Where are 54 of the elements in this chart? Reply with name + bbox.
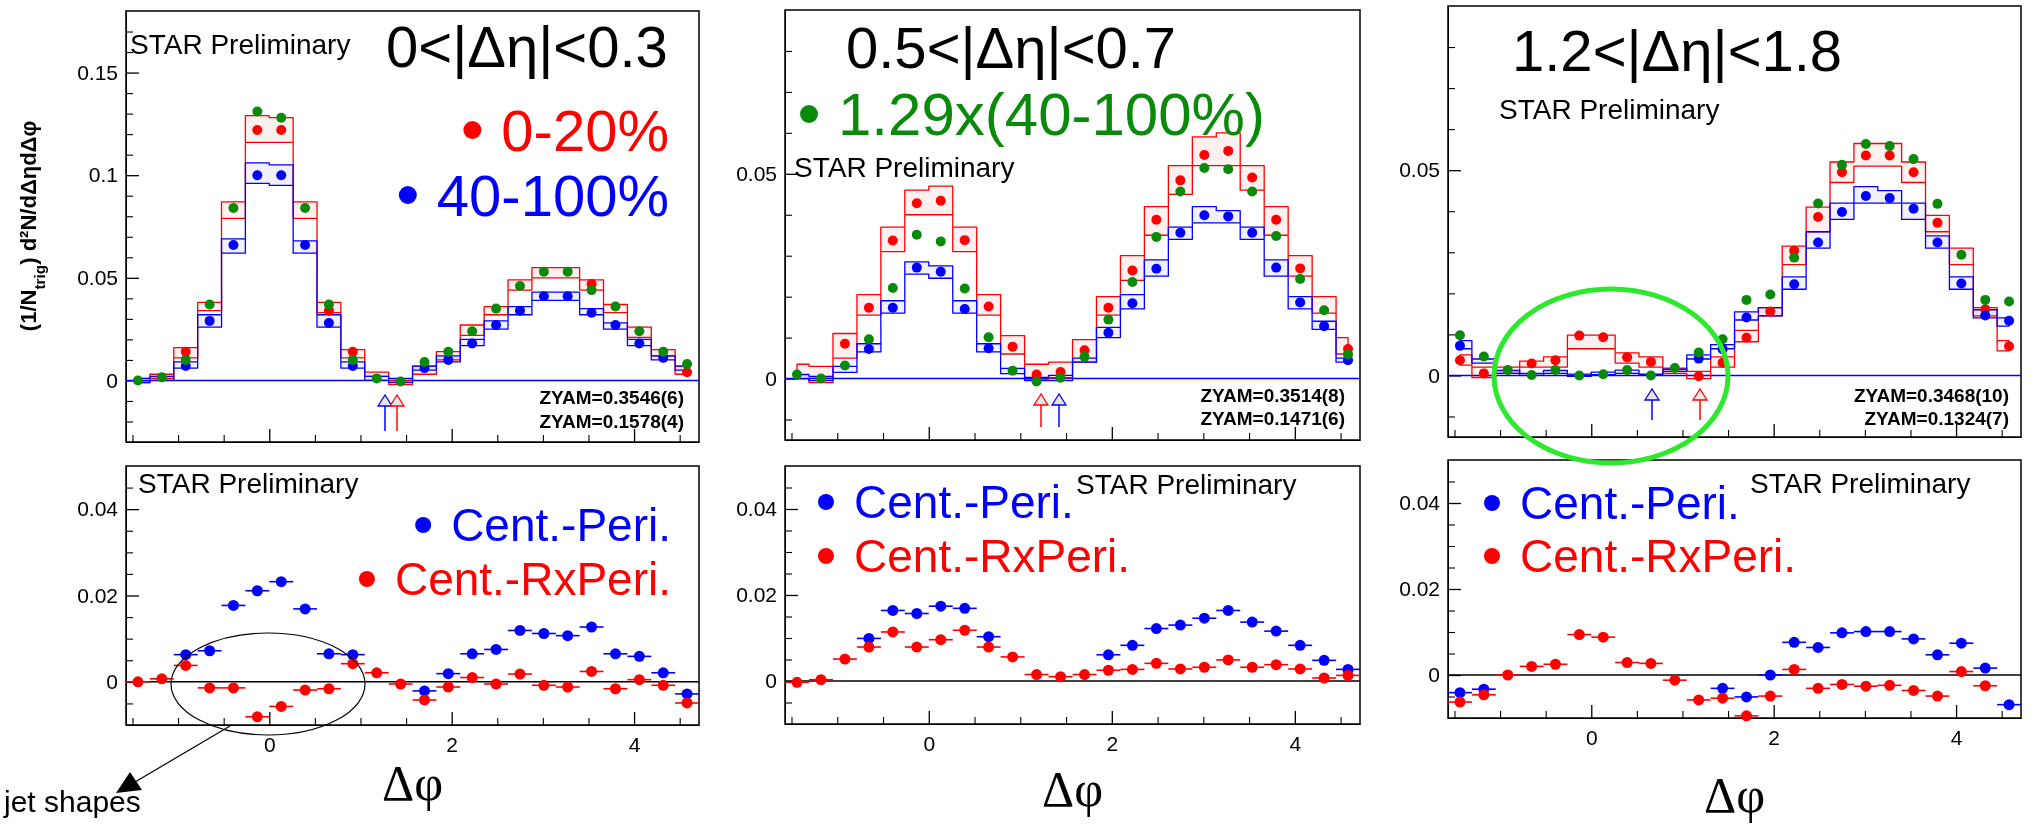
x-tick-label: 0 [1585, 725, 1598, 749]
annotation: ZYAM=0.1324(7) [1864, 408, 2009, 429]
annotation: STAR Preliminary [794, 152, 1015, 183]
text: jet shapes [3, 785, 141, 818]
legend-label: Cent.-RxPeri. [854, 530, 1131, 582]
x-axis-title: Δφ [381, 755, 444, 811]
x-tick-label: 4 [1950, 725, 1963, 749]
annotation: STAR Preliminary [1750, 468, 1971, 499]
annotation: ZYAM=0.1578(4) [539, 411, 684, 432]
y-tick-label: 0.05 [77, 266, 118, 290]
annotation: STAR Preliminary [130, 29, 351, 60]
chart-title: 1.2<|Δη|<1.8 [1512, 18, 1843, 83]
x-tick-label: 4 [628, 732, 641, 756]
annotation: ZYAM=0.3468(10) [1853, 385, 2009, 406]
y-tick-label: 0 [765, 366, 777, 390]
y-tick-label: 0.05 [736, 162, 777, 186]
y-tick-label: 0.04 [1399, 491, 1441, 515]
y-tick-label: 0 [765, 669, 777, 693]
x-tick-label: 2 [1106, 731, 1119, 755]
legend-label: Cent.-RxPeri. [394, 553, 671, 605]
y-tick-label: 0 [1428, 363, 1440, 387]
legend-label: Cent.-RxPeri. [1520, 530, 1797, 582]
legend-label: 40-100% [436, 162, 669, 228]
annotation: STAR Preliminary [1076, 469, 1297, 500]
y-tick-label: 0.02 [1399, 577, 1440, 601]
x-tick-label: 2 [1768, 725, 1781, 749]
x-tick-label: 0 [263, 732, 276, 756]
y-tick-label: 0 [106, 670, 118, 694]
y-tick-label: 0 [106, 368, 118, 392]
y-tick-label: 0.02 [77, 583, 118, 607]
x-tick-label: 2 [446, 732, 459, 756]
y-tick-label: 0 [1428, 663, 1440, 687]
annotation: STAR Preliminary [1499, 94, 1720, 125]
x-tick-label: 0 [923, 731, 936, 755]
y-tick-label: 0.04 [736, 497, 778, 521]
y-tick-label: 0.02 [736, 583, 777, 607]
legend-label: Cent.-Peri. [854, 476, 1074, 528]
x-axis-title: Δφ [1041, 761, 1104, 817]
x-tick-label: 4 [1289, 731, 1302, 755]
annotation: STAR Preliminary [138, 468, 359, 499]
y-tick-label: 0.05 [1399, 158, 1440, 182]
y-tick-label: 0.15 [77, 60, 118, 84]
annotation: ZYAM=0.3546(6) [539, 387, 684, 408]
chart-title: 0.5<|Δη|<0.7 [846, 15, 1177, 80]
annotation: ZYAM=0.3514(8) [1200, 385, 1345, 406]
legend-label: 1.29x(40-100%) [838, 80, 1265, 148]
annotation: ZYAM=0.1471(6) [1200, 408, 1345, 429]
chart-title: 0<|Δη|<0.3 [386, 14, 668, 79]
x-axis-title: Δφ [1703, 767, 1766, 823]
legend-label: 0-20% [501, 97, 669, 163]
y-tick-label: 0.04 [77, 497, 119, 521]
legend-label: Cent.-Peri. [1520, 477, 1740, 529]
legend-label: Cent.-Peri. [451, 499, 671, 551]
y-tick-label: 0.1 [88, 163, 118, 187]
